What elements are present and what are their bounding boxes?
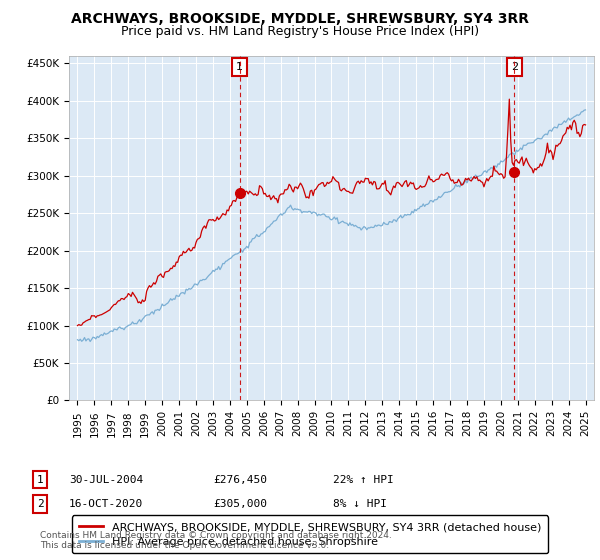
Text: ARCHWAYS, BROOKSIDE, MYDDLE, SHREWSBURY, SY4 3RR: ARCHWAYS, BROOKSIDE, MYDDLE, SHREWSBURY,…	[71, 12, 529, 26]
Text: 2: 2	[37, 499, 44, 509]
Text: 8% ↓ HPI: 8% ↓ HPI	[333, 499, 387, 509]
Text: 2: 2	[511, 62, 518, 72]
Text: 16-OCT-2020: 16-OCT-2020	[69, 499, 143, 509]
Text: Contains HM Land Registry data © Crown copyright and database right 2024.
This d: Contains HM Land Registry data © Crown c…	[40, 531, 392, 550]
Text: £305,000: £305,000	[213, 499, 267, 509]
Legend: ARCHWAYS, BROOKSIDE, MYDDLE, SHREWSBURY, SY4 3RR (detached house), HPI: Average : ARCHWAYS, BROOKSIDE, MYDDLE, SHREWSBURY,…	[72, 516, 548, 553]
Text: 1: 1	[37, 475, 44, 485]
Text: £276,450: £276,450	[213, 475, 267, 485]
Text: Price paid vs. HM Land Registry's House Price Index (HPI): Price paid vs. HM Land Registry's House …	[121, 25, 479, 38]
Text: 1: 1	[236, 62, 243, 72]
Text: 22% ↑ HPI: 22% ↑ HPI	[333, 475, 394, 485]
Text: 30-JUL-2004: 30-JUL-2004	[69, 475, 143, 485]
